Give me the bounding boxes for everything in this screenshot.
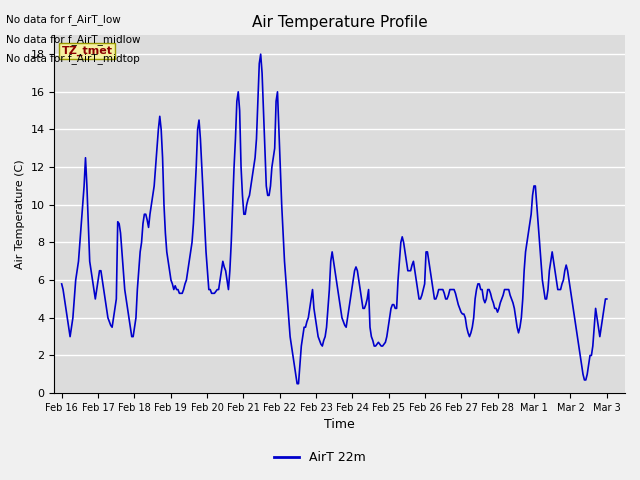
Text: No data for f_AirT_midtop: No data for f_AirT_midtop — [6, 53, 140, 64]
Legend: AirT 22m: AirT 22m — [269, 446, 371, 469]
Y-axis label: Air Temperature (C): Air Temperature (C) — [15, 159, 25, 269]
Text: No data for f_AirT_low: No data for f_AirT_low — [6, 14, 121, 25]
Text: No data for f_AirT_midlow: No data for f_AirT_midlow — [6, 34, 141, 45]
X-axis label: Time: Time — [324, 419, 355, 432]
Text: TZ_tmet: TZ_tmet — [61, 46, 113, 57]
Title: Air Temperature Profile: Air Temperature Profile — [252, 15, 428, 30]
